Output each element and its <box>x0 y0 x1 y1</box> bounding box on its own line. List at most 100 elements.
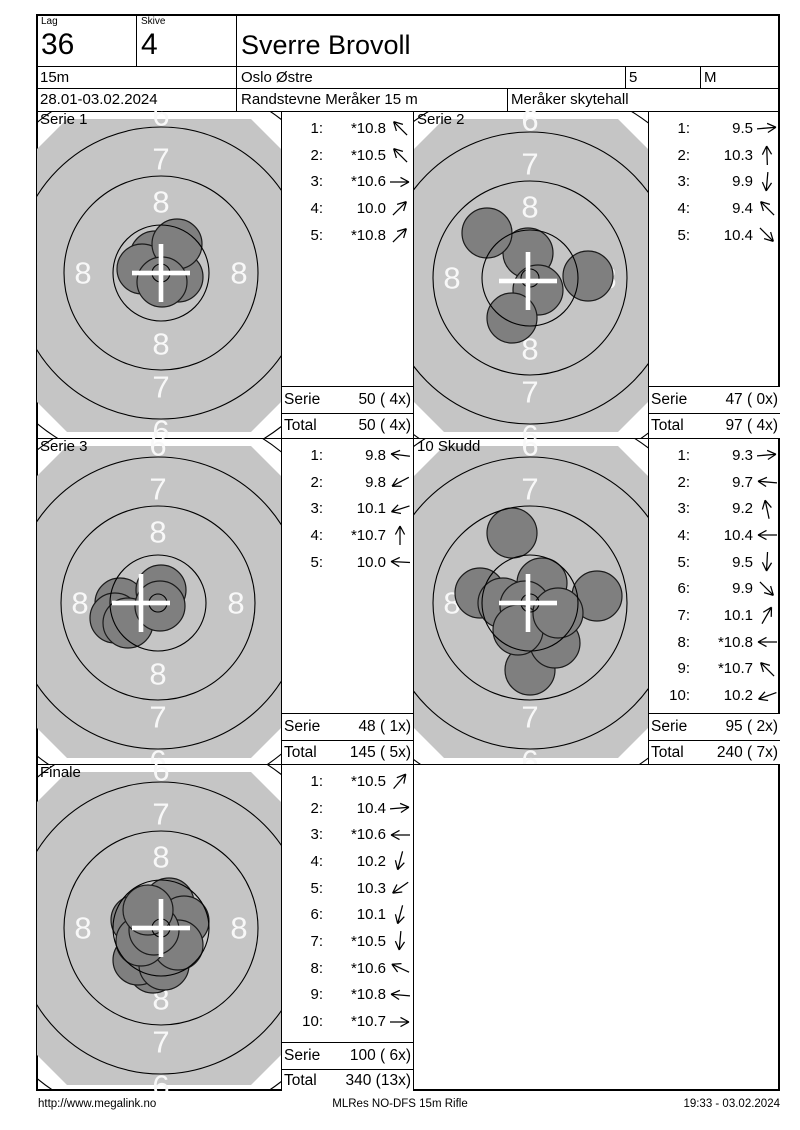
skive-value: 4 <box>141 28 158 61</box>
ring-number: 8 <box>521 190 538 225</box>
ring-circle <box>37 781 281 1075</box>
mpi-cross <box>138 574 144 632</box>
shot-number: 3: <box>677 173 690 191</box>
shot-score: *10.6 <box>350 173 386 191</box>
ring-number: 6 <box>152 764 169 788</box>
shot-row: 5: *10.8 <box>282 222 413 249</box>
total-summary-row: Total 240 ( 7x) <box>649 740 780 764</box>
lag-label: Lag <box>41 16 58 27</box>
ring-number: 7 <box>521 375 538 410</box>
grid-line <box>36 66 780 68</box>
ring-circle <box>109 554 207 652</box>
ring-number: 7 <box>37 911 39 946</box>
shot-number: 3: <box>310 500 323 518</box>
direction-arrow-icon <box>391 201 407 216</box>
event-name: Randstevne Meråker 15 m <box>241 91 418 108</box>
shot-row: 3: 10.1 <box>282 495 413 522</box>
club: Oslo Østre <box>241 69 313 86</box>
shot-row: 5: 9.5 <box>649 549 780 576</box>
shot-row: 3: 9.2 <box>649 495 780 522</box>
shot-score: 9.4 <box>732 199 753 217</box>
shot-number: 3: <box>310 173 323 191</box>
ring-circle <box>112 224 210 322</box>
ring-number: 8 <box>227 586 244 621</box>
score-panel-serie-1: 1: *10.8 2: *10.5 3: *10.6 4: 10.0 5: *10.8 <box>282 115 413 248</box>
shot-score: 10.4 <box>723 526 753 544</box>
direction-arrow-icon <box>757 690 777 701</box>
shot-number: 3: <box>310 826 323 844</box>
score-panel-10-skudd: 1: 9.3 2: 9.7 3: 9.2 4: 10.4 5: 9.5 6: 9.9 7: 10.1 8: *… <box>649 442 780 709</box>
shot-number: 2: <box>677 146 690 164</box>
ring-circle <box>481 229 579 327</box>
shot-row: 8: *10.8 <box>649 629 780 656</box>
direction-arrow-icon <box>390 989 410 1000</box>
grid-line <box>36 764 780 766</box>
shot-row: 3: 9.9 <box>649 168 780 195</box>
ring-number: 6 <box>521 419 538 439</box>
direction-arrow-icon <box>761 552 772 572</box>
shot-number: 5: <box>677 553 690 571</box>
direction-arrow-icon <box>391 881 409 894</box>
ring-number: 6 <box>149 744 166 765</box>
total-value: 240 ( 7x) <box>716 743 778 761</box>
total-value: 50 ( 4x) <box>358 417 411 434</box>
total-label: Total <box>284 1071 317 1089</box>
ring-circle <box>414 131 648 425</box>
grid-line <box>136 14 138 66</box>
direction-arrow-icon <box>757 476 777 488</box>
ring-number: 7 <box>521 700 538 735</box>
shot-number: 2: <box>677 473 690 491</box>
shot-row: 2: *10.5 <box>282 142 413 169</box>
serie-label: Serie <box>284 1047 321 1064</box>
footer-program: MLRes NO-DFS 15m Rifle <box>332 1098 468 1110</box>
target-serie-1: 8888777766 <box>37 111 281 438</box>
shot-score: 9.8 <box>365 446 386 464</box>
grid-line <box>36 111 780 113</box>
target-finale: 8888777766 <box>37 764 281 1091</box>
ring-number: 7 <box>152 797 169 832</box>
shot-score: *10.8 <box>350 986 386 1004</box>
ring-circle <box>37 126 281 420</box>
shot-number: 9: <box>310 986 323 1004</box>
shot-row: 2: 10.4 <box>282 795 413 822</box>
direction-arrow-icon <box>758 227 774 243</box>
serie-label: Serie <box>651 391 688 408</box>
shot-number: 4: <box>310 199 323 217</box>
total-label: Total <box>284 743 317 761</box>
ring-circle <box>60 505 256 701</box>
total-label: Total <box>651 417 684 434</box>
direction-arrow-icon <box>756 123 776 134</box>
ring-number: 8 <box>443 261 460 296</box>
grid-line <box>648 111 650 764</box>
direction-arrow-icon <box>394 526 405 546</box>
shot-number: 5: <box>310 553 323 571</box>
ring-number: 8 <box>230 911 247 946</box>
shot-row: 8: *10.6 <box>282 955 413 982</box>
direction-arrow-icon <box>390 450 410 461</box>
ring-number: 6 <box>152 1069 169 1092</box>
total-label: Total <box>284 417 317 434</box>
direction-arrow-icon <box>759 661 775 677</box>
shot-number: 5: <box>677 226 690 244</box>
shot-number: 4: <box>677 526 690 544</box>
ring-number: 7 <box>280 586 281 621</box>
serie-label: Serie <box>651 718 688 735</box>
shot-row: 3: *10.6 <box>282 168 413 195</box>
shot-row: 2: 10.3 <box>649 142 780 169</box>
shot-score: 9.9 <box>732 580 753 598</box>
shot-number: 1: <box>310 446 323 464</box>
direction-arrow-icon <box>757 637 777 648</box>
mpi-cross <box>525 252 531 310</box>
direction-arrow-icon <box>392 121 408 136</box>
grid-line <box>700 66 702 88</box>
shot-number: 8: <box>677 633 690 651</box>
grid-line <box>507 88 509 111</box>
panel-label-10-skudd: 10 Skudd <box>417 438 481 455</box>
shot-number: 5: <box>310 226 323 244</box>
shot-hole <box>562 250 614 302</box>
total-summary-row: Total 145 ( 5x) <box>282 740 413 764</box>
shot-row: 7: *10.5 <box>282 928 413 955</box>
ring-number: 8 <box>521 332 538 367</box>
footer-url: http://www.megalink.no <box>38 1098 157 1110</box>
ring-number: 8 <box>152 185 169 220</box>
